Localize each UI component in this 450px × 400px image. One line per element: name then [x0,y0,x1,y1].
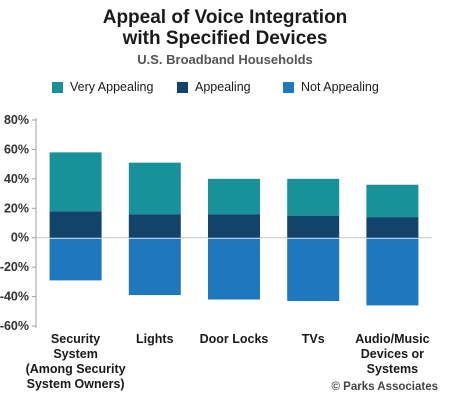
x-category-label: Security [51,332,100,346]
x-category-label: Systems [367,362,418,376]
bar-very-appealing-tvs [287,178,340,216]
y-tick-label: 20% [4,201,29,215]
source-credit: © Parks Associates [331,381,439,393]
bar-not-appealing-audio-music-devices-or-systems [366,238,419,306]
bar-appealing-door-locks [208,214,260,238]
bar-very-appealing-door-locks [208,178,260,215]
x-category-label: Devices or [361,347,424,361]
bar-very-appealing-audio-music-devices-or-systems [366,184,419,218]
bar-not-appealing-lights [128,238,181,296]
bar-very-appealing-lights [128,162,181,215]
chart-title-line-1: Appeal of Voice Integration [102,7,348,28]
bar-appealing-audio-music-devices-or-systems [366,217,419,238]
legend-swatch-not-appealing [283,81,294,93]
legend-label-very-appealing: Very Appealing [70,80,154,94]
y-tick-label: 80% [4,113,29,127]
y-tick-label: 60% [4,142,29,156]
legend-label-appealing: Appealing [195,80,251,94]
legend-label-not-appealing: Not Appealing [301,80,379,94]
x-category-label: System [53,347,97,361]
legend-swatch-very-appealing [52,81,63,93]
bar-not-appealing-tvs [287,238,340,301]
bar-appealing-security-system-among-security-system-owners [49,211,102,238]
bar-not-appealing-door-locks [208,238,260,300]
y-tick-label: 0% [11,231,29,245]
x-category-label: TVs [302,332,325,346]
bar-not-appealing-security-system-among-security-system-owners [49,238,102,281]
bar-very-appealing-security-system-among-security-system-owners [49,152,102,212]
chart-title-line-2: with Specified Devices [122,28,328,49]
bar-appealing-tvs [287,215,340,238]
legend-item-not-appealing: Not Appealing [283,79,379,95]
legend-item-very-appealing: Very Appealing [52,79,153,95]
legend-swatch-appealing [177,81,188,93]
y-tick-label: -40% [0,290,29,304]
x-category-label: Lights [136,332,174,346]
chart-subtitle: U.S. Broadband Households [137,52,313,67]
x-category-label: System Owners) [27,377,125,391]
x-category-label: Door Locks [200,332,269,346]
x-category-label: Audio/Music [355,332,429,346]
y-tick-label: 40% [4,172,29,186]
bar-appealing-lights [128,214,181,238]
y-tick-label: -20% [0,260,29,274]
y-tick-label: -60% [0,319,29,333]
x-category-label: (Among Security [26,362,126,376]
legend-item-appealing: Appealing [177,79,251,95]
chart-title: Appeal of Voice Integration with Specifi… [0,7,450,49]
